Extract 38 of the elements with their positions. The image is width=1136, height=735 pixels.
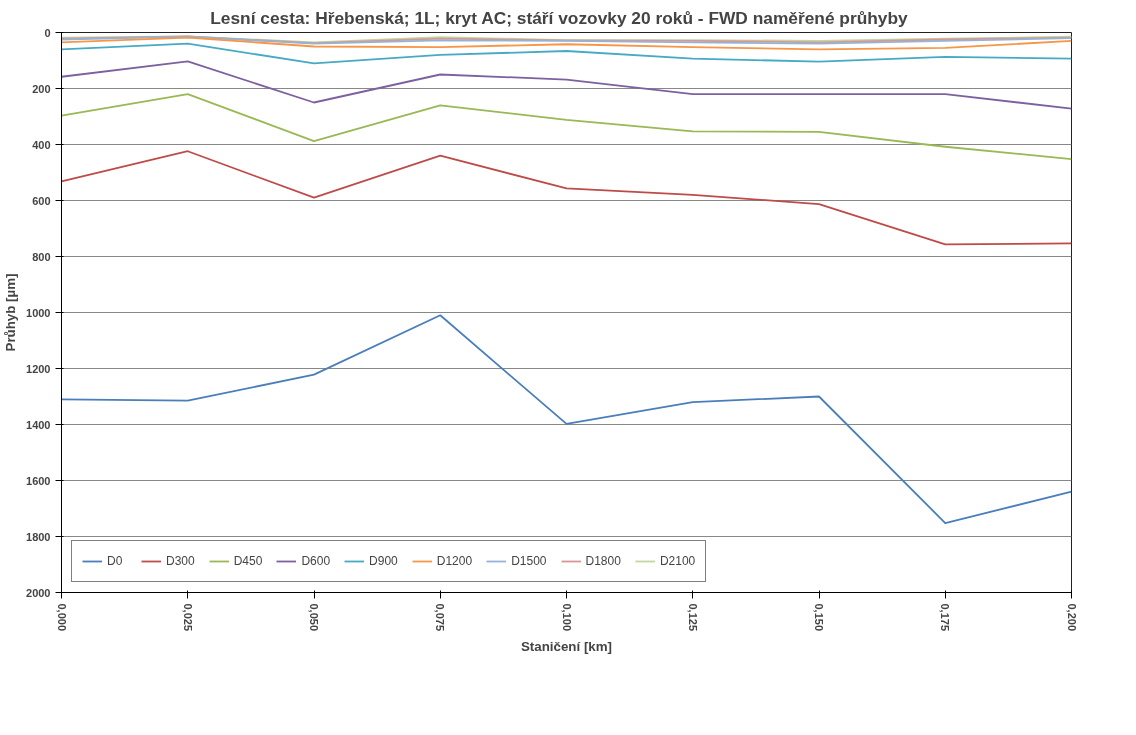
x-tick-label: 0,175 — [939, 603, 952, 632]
legend-label: D450 — [233, 554, 263, 568]
legend-label: D0 — [107, 554, 124, 568]
y-tick-label: 0 — [44, 26, 51, 39]
x-tick-label: 0,100 — [560, 603, 573, 632]
y-tick-label: 1400 — [26, 418, 51, 431]
x-tick-label: 0,075 — [434, 603, 447, 632]
x-tick-label: 0,150 — [813, 603, 825, 632]
y-tick-label: 2000 — [26, 586, 51, 599]
y-tick-label: 600 — [32, 194, 51, 207]
x-tick-label: 0,025 — [181, 603, 194, 632]
y-tick-label: 1800 — [26, 530, 51, 543]
y-tick-label: 400 — [32, 138, 51, 151]
legend-label: D2100 — [659, 554, 696, 568]
legend-label: D1800 — [585, 554, 621, 568]
y-tick-label: 1000 — [26, 306, 51, 319]
x-tick-label: 0,000 — [55, 603, 68, 632]
line-series — [61, 42, 1072, 65]
legend-label: D600 — [301, 554, 331, 568]
x-tick-label: 0,050 — [308, 603, 320, 632]
x-tick-label: 0,125 — [686, 603, 699, 632]
line-series — [61, 36, 1072, 51]
y-tick-label: 200 — [32, 82, 51, 95]
y-tick-label: 1600 — [26, 474, 51, 487]
legend-label: D300 — [166, 554, 195, 568]
legend-label: D1200 — [436, 554, 473, 568]
line-series — [61, 150, 1072, 246]
line-series — [61, 93, 1072, 160]
y-tick-label: 1200 — [26, 362, 51, 375]
line-series — [61, 314, 1072, 524]
legend-label: D900 — [369, 554, 398, 568]
y-tick-label: 800 — [32, 250, 51, 263]
x-tick-label: 0,200 — [1065, 603, 1078, 632]
x-axis-title: Staničení [km] — [520, 639, 613, 655]
chart-title: Lesní cesta: Hřebenská; 1L; kryt AC; stáří vozovky 20 roků - FWD naměřené průhyby — [210, 7, 909, 28]
line-series — [61, 60, 1072, 110]
legend-label: D1500 — [511, 554, 547, 568]
y-axis-title: Průhyb [µm] — [3, 273, 19, 352]
